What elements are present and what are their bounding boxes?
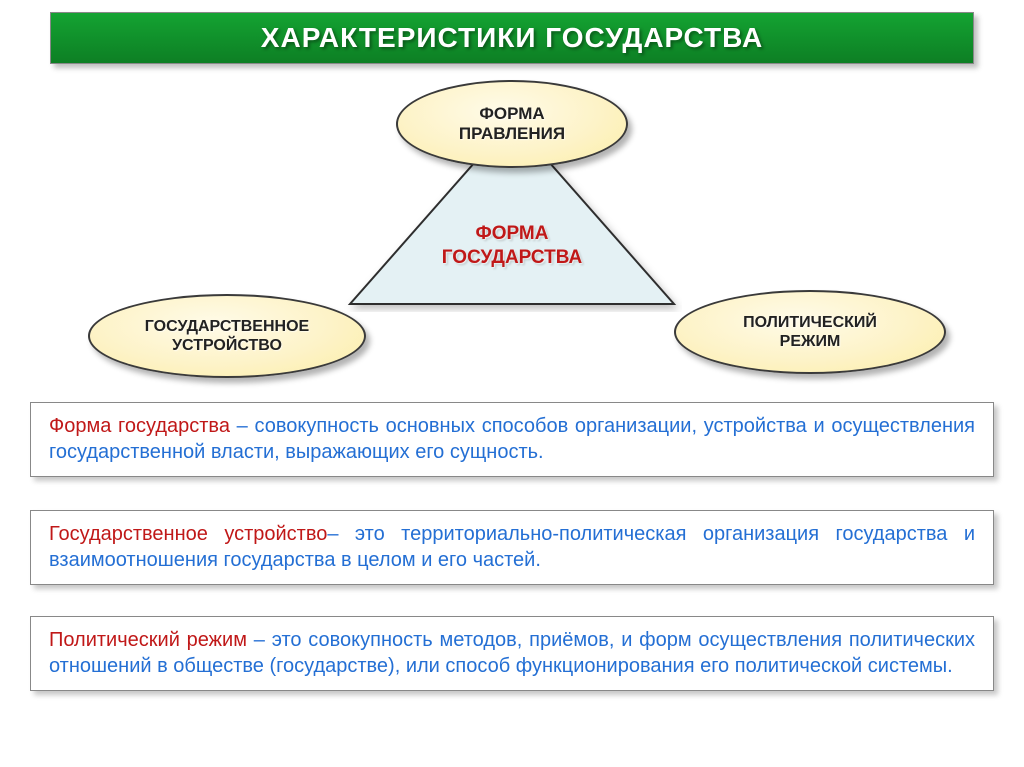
triangle-label-line2: ГОСУДАРСТВА bbox=[442, 247, 582, 268]
node-state-structure: ГОСУДАРСТВЕННОЕ УСТРОЙСТВО bbox=[88, 294, 366, 378]
definition-form-of-state: Форма государства – совокупность основны… bbox=[30, 402, 994, 477]
node-line2: ПРАВЛЕНИЯ bbox=[459, 124, 565, 143]
title-text: ХАРАКТЕРИСТИКИ ГОСУДАРСТВА bbox=[261, 22, 763, 54]
node-line1: ГОСУДАРСТВЕННОЕ bbox=[145, 318, 309, 335]
concept-diagram: ФОРМА ГОСУДАРСТВА ФОРМА ПРАВЛЕНИЯ ГОСУДА… bbox=[0, 70, 1024, 390]
node-form-of-government: ФОРМА ПРАВЛЕНИЯ bbox=[396, 80, 628, 168]
node-label: ГОСУДАРСТВЕННОЕ УСТРОЙСТВО bbox=[139, 317, 315, 355]
definition-political-regime: Политический режим – это совокупность ме… bbox=[30, 616, 994, 691]
node-political-regime: ПОЛИТИЧЕСКИЙ РЕЖИМ bbox=[674, 290, 946, 374]
node-label: ФОРМА ПРАВЛЕНИЯ bbox=[453, 104, 571, 145]
node-label: ПОЛИТИЧЕСКИЙ РЕЖИМ bbox=[737, 313, 883, 351]
node-line2: РЕЖИМ bbox=[780, 333, 841, 350]
triangle-label-line1: ФОРМА bbox=[476, 223, 549, 244]
triangle-label: ФОРМА ГОСУДАРСТВА bbox=[412, 222, 612, 270]
title-banner: ХАРАКТЕРИСТИКИ ГОСУДАРСТВА bbox=[50, 12, 974, 64]
definition-term: Государственное устройство bbox=[49, 523, 327, 545]
definition-state-structure: Государственное устройство– это территор… bbox=[30, 510, 994, 585]
node-line2: УСТРОЙСТВО bbox=[172, 337, 282, 354]
definition-term: Политический режим bbox=[49, 629, 247, 651]
node-line1: ФОРМА bbox=[479, 104, 544, 123]
definition-term: Форма государства bbox=[49, 415, 230, 437]
node-line1: ПОЛИТИЧЕСКИЙ bbox=[743, 314, 877, 331]
